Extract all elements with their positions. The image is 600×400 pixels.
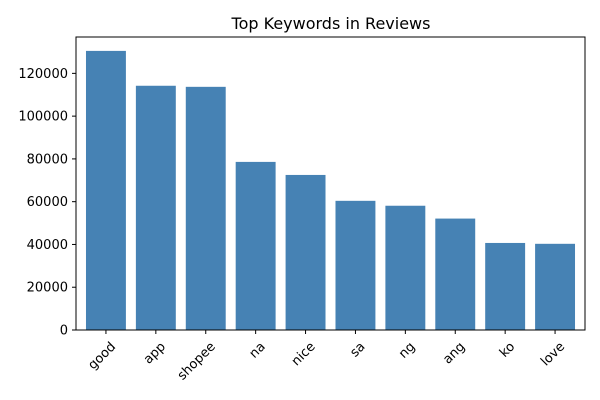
chart-title: Top Keywords in Reviews: [231, 14, 431, 33]
y-tick-label: 60000: [27, 195, 68, 210]
y-tick-label: 40000: [27, 238, 68, 253]
bar-love: [535, 243, 576, 330]
x-tick-label: na: [247, 339, 269, 361]
x-tick-label: ang: [440, 339, 468, 367]
bar-ko: [485, 242, 526, 330]
x-tick-label: sa: [347, 339, 368, 360]
bar-ng: [385, 205, 426, 330]
x-tick-label: ng: [396, 339, 418, 361]
bar-shopee: [185, 86, 226, 330]
x-tick-label: ko: [497, 339, 518, 360]
x-tick-label: app: [141, 339, 169, 367]
y-tick-label: 20000: [27, 281, 68, 296]
y-axis: 0 20000 40000 60000 80000 100000 120000: [18, 67, 76, 339]
bar-na: [235, 161, 276, 330]
x-tick-label: shopee: [175, 339, 219, 383]
y-tick-label: 80000: [27, 152, 68, 167]
x-tick-label: nice: [289, 339, 319, 369]
bar-ang: [435, 218, 476, 330]
x-axis: good app shopee na nice sa ng ang ko love: [85, 330, 568, 383]
bar-series: [85, 50, 576, 330]
bar-sa: [335, 200, 376, 330]
y-tick-label: 120000: [18, 67, 68, 82]
bar-nice: [285, 174, 326, 330]
bar-app: [135, 85, 176, 330]
x-tick-label: love: [538, 339, 568, 369]
x-tick-label: good: [85, 339, 119, 373]
y-tick-label: 0: [60, 324, 68, 339]
bar-good: [85, 50, 126, 330]
plot-frame: [75, 36, 586, 331]
y-tick-label: 100000: [18, 110, 68, 125]
